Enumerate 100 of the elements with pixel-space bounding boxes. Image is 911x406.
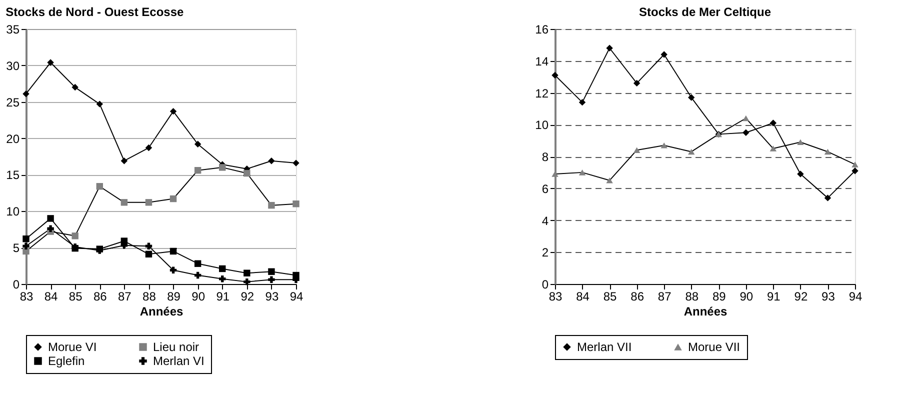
point — [219, 265, 226, 272]
point — [688, 94, 695, 101]
x-tick-label: 89 — [712, 290, 726, 304]
y-tick-label: 15 — [6, 168, 20, 182]
point — [578, 170, 586, 176]
point — [96, 183, 103, 190]
point — [219, 276, 226, 282]
legend-label: Morue VI — [48, 340, 97, 354]
point — [145, 199, 152, 206]
point — [633, 80, 640, 87]
point — [170, 195, 177, 202]
legend-label: Merlan VI — [153, 354, 204, 368]
point — [72, 232, 78, 240]
x-tick-label: 92 — [794, 290, 808, 304]
x-tick-label: 88 — [685, 290, 699, 304]
point — [170, 248, 177, 255]
point — [120, 158, 128, 164]
point — [552, 171, 558, 177]
x-tick-label: 87 — [118, 290, 132, 304]
y-tick-label: 0 — [12, 278, 20, 292]
legend-label: Lieu noir — [153, 340, 200, 354]
point — [633, 147, 640, 154]
point — [606, 44, 613, 52]
point — [244, 170, 250, 177]
y-tick-label: 14 — [535, 54, 549, 68]
x-tick-label: 94 — [848, 290, 862, 304]
y-tick-label: 20 — [6, 132, 20, 146]
legend-label: Merlan VII — [577, 340, 632, 354]
x-axis-title: Années — [140, 304, 184, 318]
x-tick-label: 87 — [658, 290, 672, 304]
point — [47, 215, 54, 222]
x-tick-label: 91 — [216, 290, 230, 304]
point — [120, 199, 128, 206]
point — [268, 276, 275, 283]
x-tick-label: 91 — [767, 290, 781, 304]
legend-label: Morue VII — [688, 340, 740, 354]
chart-title: Stocks de Nord - Ouest Ecosse — [6, 5, 184, 19]
x-tick-label: 83 — [548, 290, 562, 304]
point — [47, 59, 54, 66]
point — [268, 202, 275, 209]
point — [770, 120, 777, 126]
point — [194, 272, 202, 279]
x-tick-label: 90 — [740, 290, 754, 304]
x-tick-label: 92 — [240, 290, 254, 304]
point — [824, 148, 832, 155]
point — [660, 142, 668, 148]
y-tick-label: 16 — [535, 22, 549, 36]
x-tick-label: 86 — [93, 290, 108, 304]
point — [244, 270, 250, 276]
point — [268, 268, 275, 275]
point — [292, 160, 300, 166]
point — [742, 115, 750, 122]
point — [47, 225, 54, 232]
x-tick-label: 83 — [20, 290, 34, 304]
x-tick-label: 85 — [68, 290, 83, 304]
point — [852, 162, 858, 168]
point — [797, 139, 804, 146]
x-tick-label: 84 — [44, 290, 58, 304]
point — [244, 278, 250, 286]
y-tick-label: 8 — [542, 150, 549, 164]
x-axis-title: Années — [684, 304, 728, 318]
point — [268, 158, 275, 164]
chart-title: Stocks de Mer Celtique — [638, 5, 772, 19]
point — [797, 170, 804, 178]
x-tick-label: 90 — [192, 290, 206, 304]
x-tick-label: 86 — [630, 290, 644, 304]
x-tick-label: 85 — [603, 290, 618, 304]
point — [22, 90, 30, 98]
y-tick-label: 4 — [542, 214, 549, 228]
y-tick-label: 2 — [542, 246, 549, 260]
point — [22, 235, 30, 242]
point — [145, 242, 152, 250]
point — [606, 178, 613, 184]
point — [96, 100, 103, 108]
legend-label: Eglefin — [48, 354, 85, 368]
point — [194, 260, 202, 267]
y-tick-label: 25 — [6, 95, 20, 110]
y-tick-label: 0 — [542, 278, 549, 292]
point — [824, 194, 832, 202]
y-tick-label: 6 — [542, 182, 549, 196]
y-tick-label: 30 — [6, 58, 20, 73]
point — [660, 51, 668, 58]
x-tick-label: 93 — [822, 290, 836, 304]
y-tick-label: 10 — [6, 204, 20, 219]
x-tick-label: 88 — [142, 290, 156, 304]
point — [219, 164, 226, 171]
y-tick-label: 5 — [12, 241, 20, 256]
point — [292, 200, 300, 208]
point — [742, 129, 750, 136]
point — [72, 84, 78, 91]
x-tick-label: 89 — [167, 290, 181, 304]
point — [770, 146, 777, 152]
point — [145, 250, 152, 258]
y-tick-label: 35 — [6, 22, 20, 36]
x-tick-label: 84 — [576, 290, 590, 304]
x-tick-label: 93 — [265, 290, 279, 304]
point — [194, 166, 202, 174]
point — [170, 266, 177, 274]
y-tick-label: 12 — [535, 86, 549, 100]
point — [578, 98, 586, 106]
